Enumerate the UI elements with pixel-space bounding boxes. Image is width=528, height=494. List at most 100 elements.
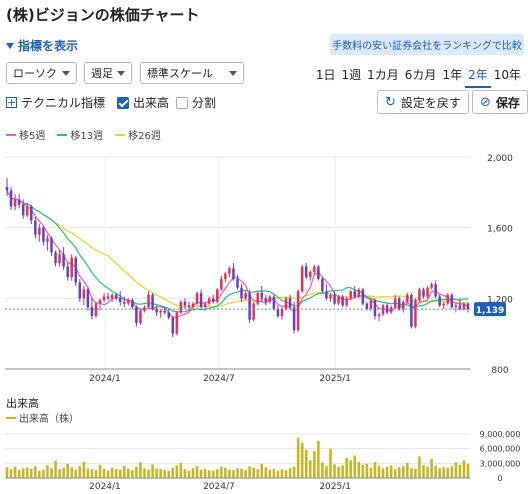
candle xyxy=(82,289,86,299)
volume-bar xyxy=(106,470,110,478)
candle xyxy=(86,289,90,308)
x-tick-label: 2024/7 xyxy=(203,482,235,492)
volume-bar xyxy=(127,468,130,478)
candle xyxy=(309,271,312,278)
volume-bar xyxy=(29,468,33,478)
save-label: 保存 xyxy=(495,95,520,110)
broker-ranking-link[interactable]: 手数料の安い証券会社をランキングで比較 xyxy=(330,34,524,55)
period-tab[interactable]: 1カ月 xyxy=(367,68,399,82)
candle xyxy=(62,254,65,267)
candle xyxy=(454,305,458,308)
y-tick-label: 0 xyxy=(497,474,502,483)
volume-bar xyxy=(17,470,21,478)
candle xyxy=(341,296,344,306)
x-tick-label: 2025/1 xyxy=(319,482,351,492)
volume-bar xyxy=(25,467,29,478)
volume-chart[interactable]: 9,000,000 6,000,000 3,000,000 0 2024/1 2024/7… xyxy=(0,424,528,494)
candle xyxy=(284,298,288,309)
volume-bar xyxy=(159,469,162,478)
volume-bar xyxy=(187,470,191,478)
technical-indicators-button[interactable]: + テクニカル指標 xyxy=(6,94,105,111)
volume-bar xyxy=(418,456,421,478)
candle xyxy=(58,254,61,263)
candle xyxy=(195,293,199,304)
candle xyxy=(280,308,284,316)
scale-value: 標準スケール xyxy=(147,67,213,80)
candle xyxy=(244,293,247,299)
period-tab[interactable]: 1年 xyxy=(442,68,463,82)
save-button[interactable]: ⊘ 保存 xyxy=(472,90,528,114)
candle xyxy=(349,291,352,299)
y-tick-label: 9,000,000 xyxy=(480,430,521,439)
candle xyxy=(106,296,110,299)
volume-bar xyxy=(288,468,292,478)
volume-bar xyxy=(381,468,385,478)
ma-legend: 移5週 移13週 移26週 xyxy=(6,127,161,142)
volume-title: 出来高 xyxy=(6,397,39,410)
interval-select[interactable]: 週足 xyxy=(84,62,132,84)
volume-bar xyxy=(131,470,134,478)
technical-indicators-label: テクニカル指標 xyxy=(21,96,106,110)
period-tab[interactable]: 1週 xyxy=(341,68,362,82)
price-chart[interactable]: 2,000 1,600 1,200 800 2024/1 2024/7 2025/1 1,13… xyxy=(0,145,528,395)
checkbox-empty-icon xyxy=(176,96,188,109)
volume-bar xyxy=(207,470,211,478)
candle xyxy=(458,305,462,309)
candle xyxy=(236,278,239,288)
volume-checkbox[interactable]: 出来高 xyxy=(117,94,169,111)
period-tab[interactable]: 1日 xyxy=(315,68,336,82)
volume-bar xyxy=(90,469,94,478)
volume-bar xyxy=(13,466,17,478)
volume-bar xyxy=(401,466,405,478)
volume-bar xyxy=(466,463,470,478)
volume-bar xyxy=(236,468,239,478)
volume-bar xyxy=(203,468,207,478)
candle xyxy=(381,305,385,315)
volume-bar xyxy=(410,468,413,478)
candle xyxy=(466,303,470,310)
candle xyxy=(38,227,41,235)
volume-bar xyxy=(110,467,114,478)
candle xyxy=(90,307,94,316)
volume-bar xyxy=(78,466,82,478)
volume-bar xyxy=(458,464,462,478)
candle xyxy=(406,294,409,302)
volume-bar xyxy=(450,466,454,478)
volume-bar xyxy=(240,468,243,478)
volume-bar xyxy=(62,467,65,478)
volume-bar xyxy=(143,468,146,478)
volume-bar xyxy=(284,470,288,478)
candle xyxy=(30,206,33,221)
candle xyxy=(240,287,243,299)
period-tab-active[interactable]: 2年 xyxy=(465,64,491,88)
volume-bar xyxy=(94,470,98,478)
reset-settings-button[interactable]: ↻ 設定を戻す xyxy=(377,90,469,114)
period-tab[interactable]: 10年 xyxy=(493,68,521,82)
show-indicators-label: 指標を表示 xyxy=(18,39,79,53)
volume-bar xyxy=(139,462,142,478)
volume-bar xyxy=(220,466,223,478)
chart-type-select[interactable]: ローソク xyxy=(6,62,77,84)
candle xyxy=(167,312,171,318)
volume-bar xyxy=(353,455,357,478)
volume-legend-label: 出来高（株） xyxy=(19,414,79,425)
volume-bar xyxy=(244,470,247,478)
volume-bar xyxy=(54,460,57,478)
candle xyxy=(337,296,340,304)
candle xyxy=(131,300,134,308)
volume-bar xyxy=(373,461,377,478)
volume-bar xyxy=(329,448,332,478)
split-checkbox[interactable]: 分割 xyxy=(176,94,216,111)
scale-select[interactable]: 標準スケール xyxy=(140,62,244,84)
period-tab[interactable]: 6カ月 xyxy=(404,68,437,82)
show-indicators-toggle[interactable]: 指標を表示 xyxy=(6,37,78,54)
volume-bar xyxy=(199,469,203,478)
candle xyxy=(252,303,255,320)
candle xyxy=(5,187,9,191)
volume-bar xyxy=(9,469,13,478)
candle xyxy=(369,300,373,309)
candle xyxy=(317,266,320,279)
volume-bar xyxy=(248,466,251,478)
volume-bar xyxy=(256,469,260,478)
candle xyxy=(296,291,300,331)
